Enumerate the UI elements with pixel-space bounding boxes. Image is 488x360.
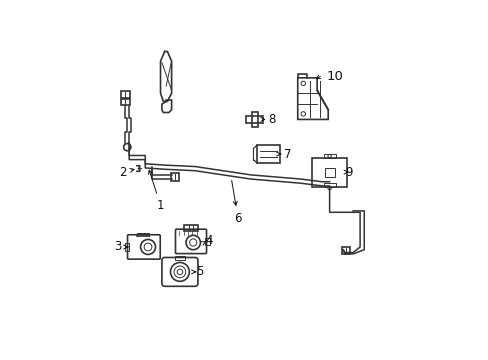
Text: 6: 6 bbox=[231, 180, 242, 225]
Text: 8: 8 bbox=[260, 113, 275, 126]
Text: 9: 9 bbox=[344, 166, 352, 179]
Text: 4: 4 bbox=[201, 234, 212, 247]
Text: 2: 2 bbox=[119, 166, 134, 179]
Text: 5: 5 bbox=[191, 265, 203, 278]
Text: 10: 10 bbox=[326, 70, 343, 83]
Text: 1: 1 bbox=[148, 170, 164, 212]
Text: 7: 7 bbox=[276, 148, 291, 161]
Text: 3: 3 bbox=[114, 240, 127, 253]
